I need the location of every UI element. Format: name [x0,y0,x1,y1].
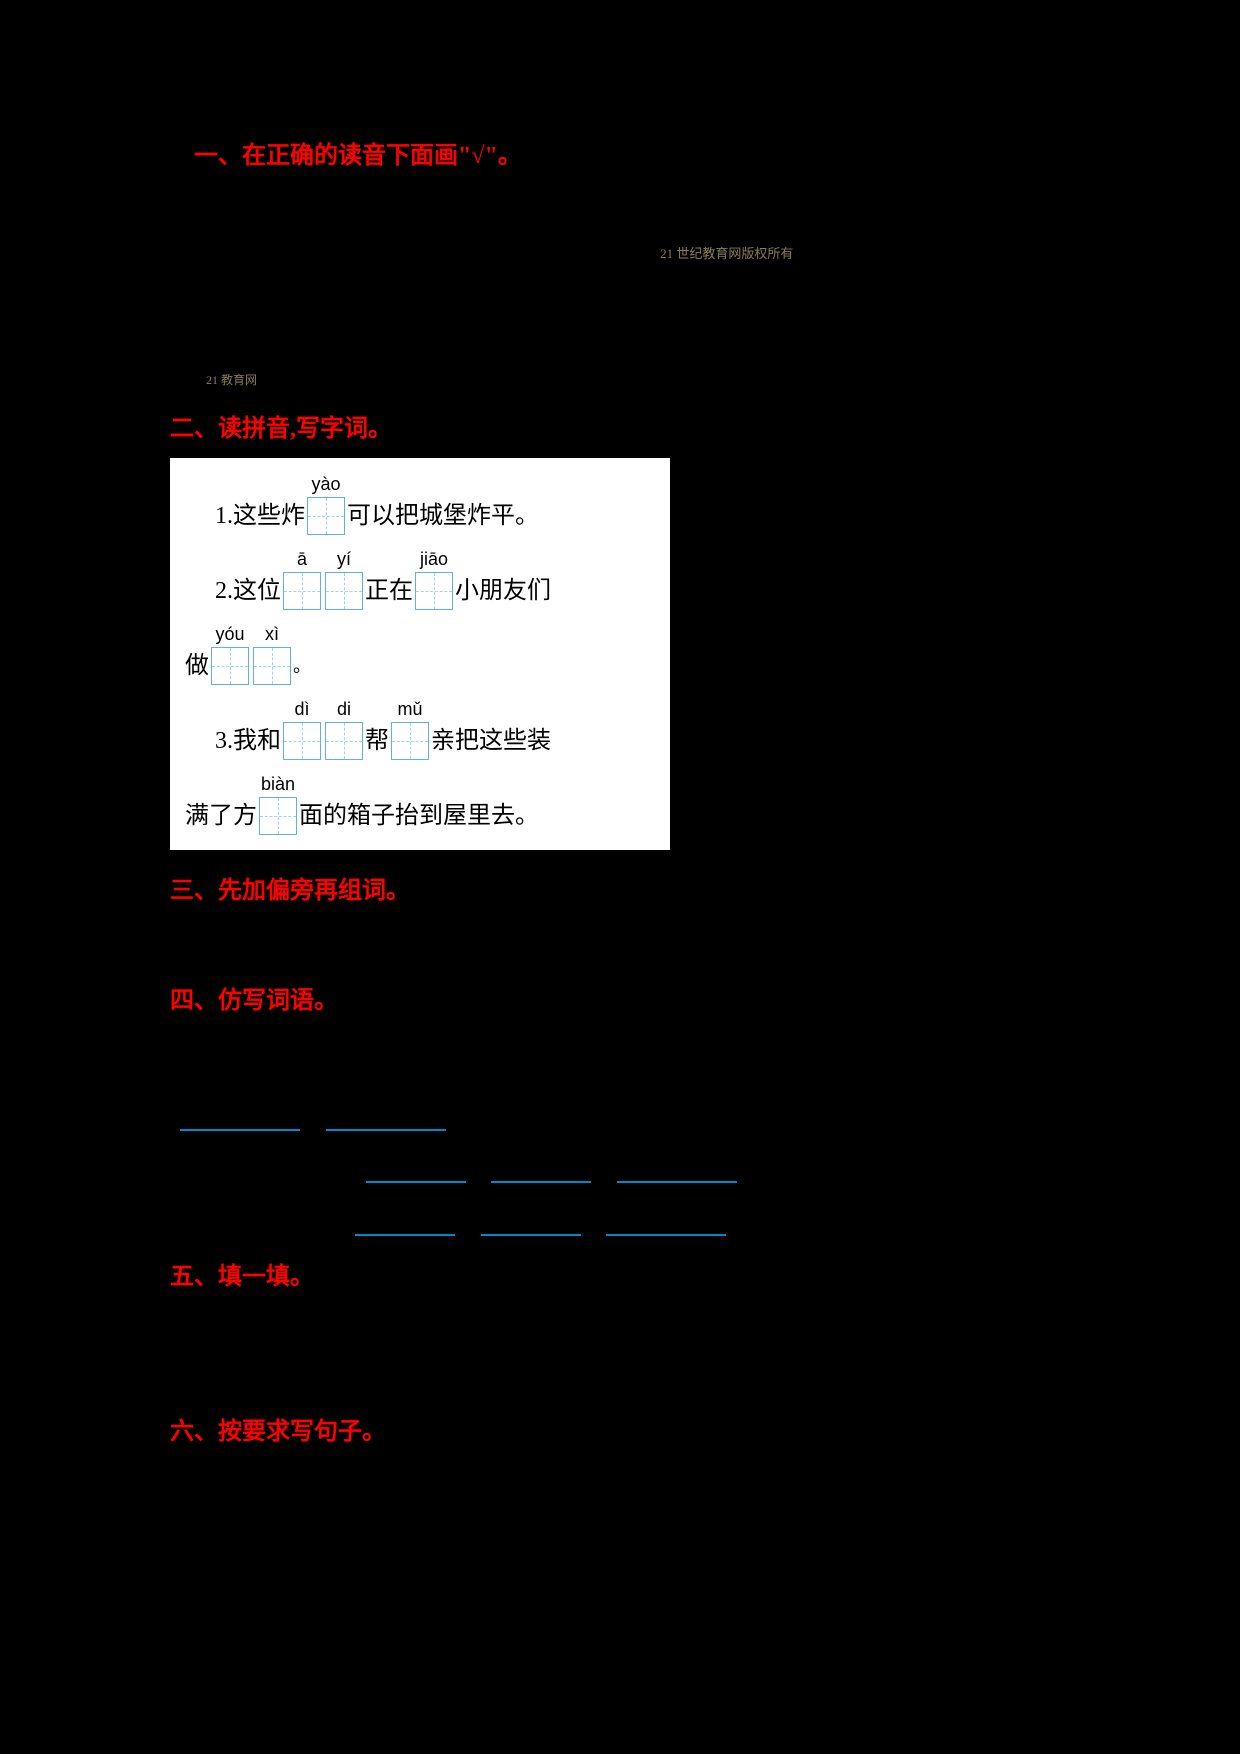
pinyin-row-2b: 做 yóu xì 。 [185,624,655,685]
r3-pinyin-2: di [337,699,351,720]
section-2-heading: 二、读拼音,写字词。 [170,408,1070,443]
r3b-mid: 面的箱子抬到屋里去。 [299,797,539,835]
section-5-heading: 五、填一填。 [170,1256,1070,1291]
tian-box[interactable] [391,722,429,760]
r3-item-3: mǔ [391,699,429,760]
tian-box[interactable] [253,647,291,685]
tian-box[interactable] [325,722,363,760]
s4-l1-text: 1.匆匆忙忙(AABB) 认认真真 高高兴兴 [170,1041,537,1066]
tian-box[interactable] [325,572,363,610]
blank-input[interactable] [491,1161,591,1183]
r2b-mid: 。 [293,647,311,685]
tian-box[interactable] [283,722,321,760]
section-4-heading: 四、仿写词语。 [170,980,1070,1015]
section-6-heading: 六、按要求写句子。 [170,1411,1070,1446]
r1-prefix: 1.这些炸 [215,497,305,535]
r2-mid2: 小朋友们 [455,572,551,610]
pinyin-row-2: 2.这位 ā yí 正在 jiāo 小朋友们 [215,549,655,610]
r3b-pinyin-1: biàn [261,774,295,795]
page-title: 20 蜘蛛开店 [170,65,1070,105]
s1-line-3: 晚上，蜻蜓（zhī zhī）蛛开始织袜（wà mà）子。 [170,276,1070,316]
pinyin-row-3b: 满了方 biàn 面的箱子抬到屋里去。 [185,774,655,835]
r2-pinyin-1: ā [297,549,307,570]
section-3-heading: 三、先加偏旁再组词。 [170,870,1070,905]
blank-input[interactable] [180,1109,300,1131]
r3-pinyin-1: dì [294,699,309,720]
watermark-small: 21 教育网 [170,371,1070,388]
r3-item-2: di [325,699,363,760]
r2b-prefix: 做 [185,647,209,685]
s4-line-3: 3.凉飕飕(ABB 式) [170,1187,1070,1235]
r3-pinyin-3: mǔ [397,699,422,720]
s3-line: 占→( )→( ) 马→( )→( ) 元→( )→( ) [170,920,1070,960]
s1-line-2: 河马嘴巴那么大，口罩（zào zhào）好难织啊。 21 世纪教育网版权所有 [170,231,1070,271]
r2-item-2: yí [325,549,363,610]
tian-box[interactable] [283,572,321,610]
r1-item-1: yào [307,474,345,535]
pinyin-worksheet-image: 1.这些炸 yào 可以把城堡炸平。 2.这位 ā yí 正在 jiāo [170,458,670,850]
blank-input[interactable] [326,1109,446,1131]
r3-prefix: 3.我和 [215,722,281,760]
r3b-prefix: 满了方 [185,797,257,835]
r2-mid1: 正在 [365,572,413,610]
s4-line-2: 2.自言自语(ABAC) [170,1135,1070,1183]
pinyin-row-3: 3.我和 dì di 帮 mǔ 亲把这些装 [215,699,655,760]
tian-box[interactable] [211,647,249,685]
r2-item-1: ā [283,549,321,610]
r3-item-1: dì [283,699,321,760]
s5-line-1: ( )的蜈蚣 ( )的长颈鹿 ( )的河马 [170,1306,1070,1346]
blank-input[interactable] [366,1161,466,1183]
blank-input[interactable] [617,1161,737,1183]
r2-item-3: jiāo [415,549,453,610]
r1-mid: 可以把城堡炸平。 [347,497,539,535]
s5-line-2: ( )地爬 ( )地看着 ( )地飞翔 [170,1351,1070,1391]
s1-line-2-text: 河马嘴巴那么大，口罩（zào zhào）好难织啊。 [203,238,655,263]
s1-line-1: 蜘蛛每天蹲（dēn dūn）在网上等着小飞虫落（là luò）在上面。 [170,185,1070,225]
r2-pinyin-3: jiāo [420,549,448,570]
s4-line-1: 1.匆匆忙忙(AABB) 认认真真 高高兴兴 [170,1030,1070,1078]
section-1-heading: 一、在正确的读音下面画"√"。 [170,135,1070,170]
s4-l2-text: 2.自言自语(ABAC) [170,1146,350,1171]
worksheet-content: 20 蜘蛛开店 一、在正确的读音下面画"√"。 蜘蛛每天蹲（dēn dūn）在网… [170,65,1070,1461]
r3-mid1: 帮 [365,722,389,760]
s1-line-4: 顾（ɡù hù）客竟（jìn jìng）是一条四十二只脚的蜈蚣（ɡōnɡ hōn… [170,322,1070,362]
r2-pinyin-2: yí [337,549,351,570]
pinyin-row-1: 1.这些炸 yào 可以把城堡炸平。 [215,474,655,535]
r2-prefix: 2.这位 [215,572,281,610]
r3b-item-1: biàn [259,774,297,835]
tian-box[interactable] [259,797,297,835]
r3-mid2: 亲把这些装 [431,722,551,760]
r2b-item-1: yóu [211,624,249,685]
blank-input[interactable] [606,1214,726,1236]
blank-input[interactable] [481,1214,581,1236]
r2b-pinyin-1: yóu [215,624,244,645]
tian-box[interactable] [415,572,453,610]
watermark-inline: 21 世纪教育网版权所有 [660,246,793,261]
r1-pinyin-1: yào [311,474,340,495]
r2b-pinyin-2: xì [265,624,279,645]
s4-line-1-blanks [170,1082,1070,1130]
s4-l3-text: 3.凉飕飕(ABB 式) [170,1198,340,1223]
blank-input[interactable] [355,1214,455,1236]
r2b-item-2: xì [253,624,291,685]
tian-box[interactable] [307,497,345,535]
